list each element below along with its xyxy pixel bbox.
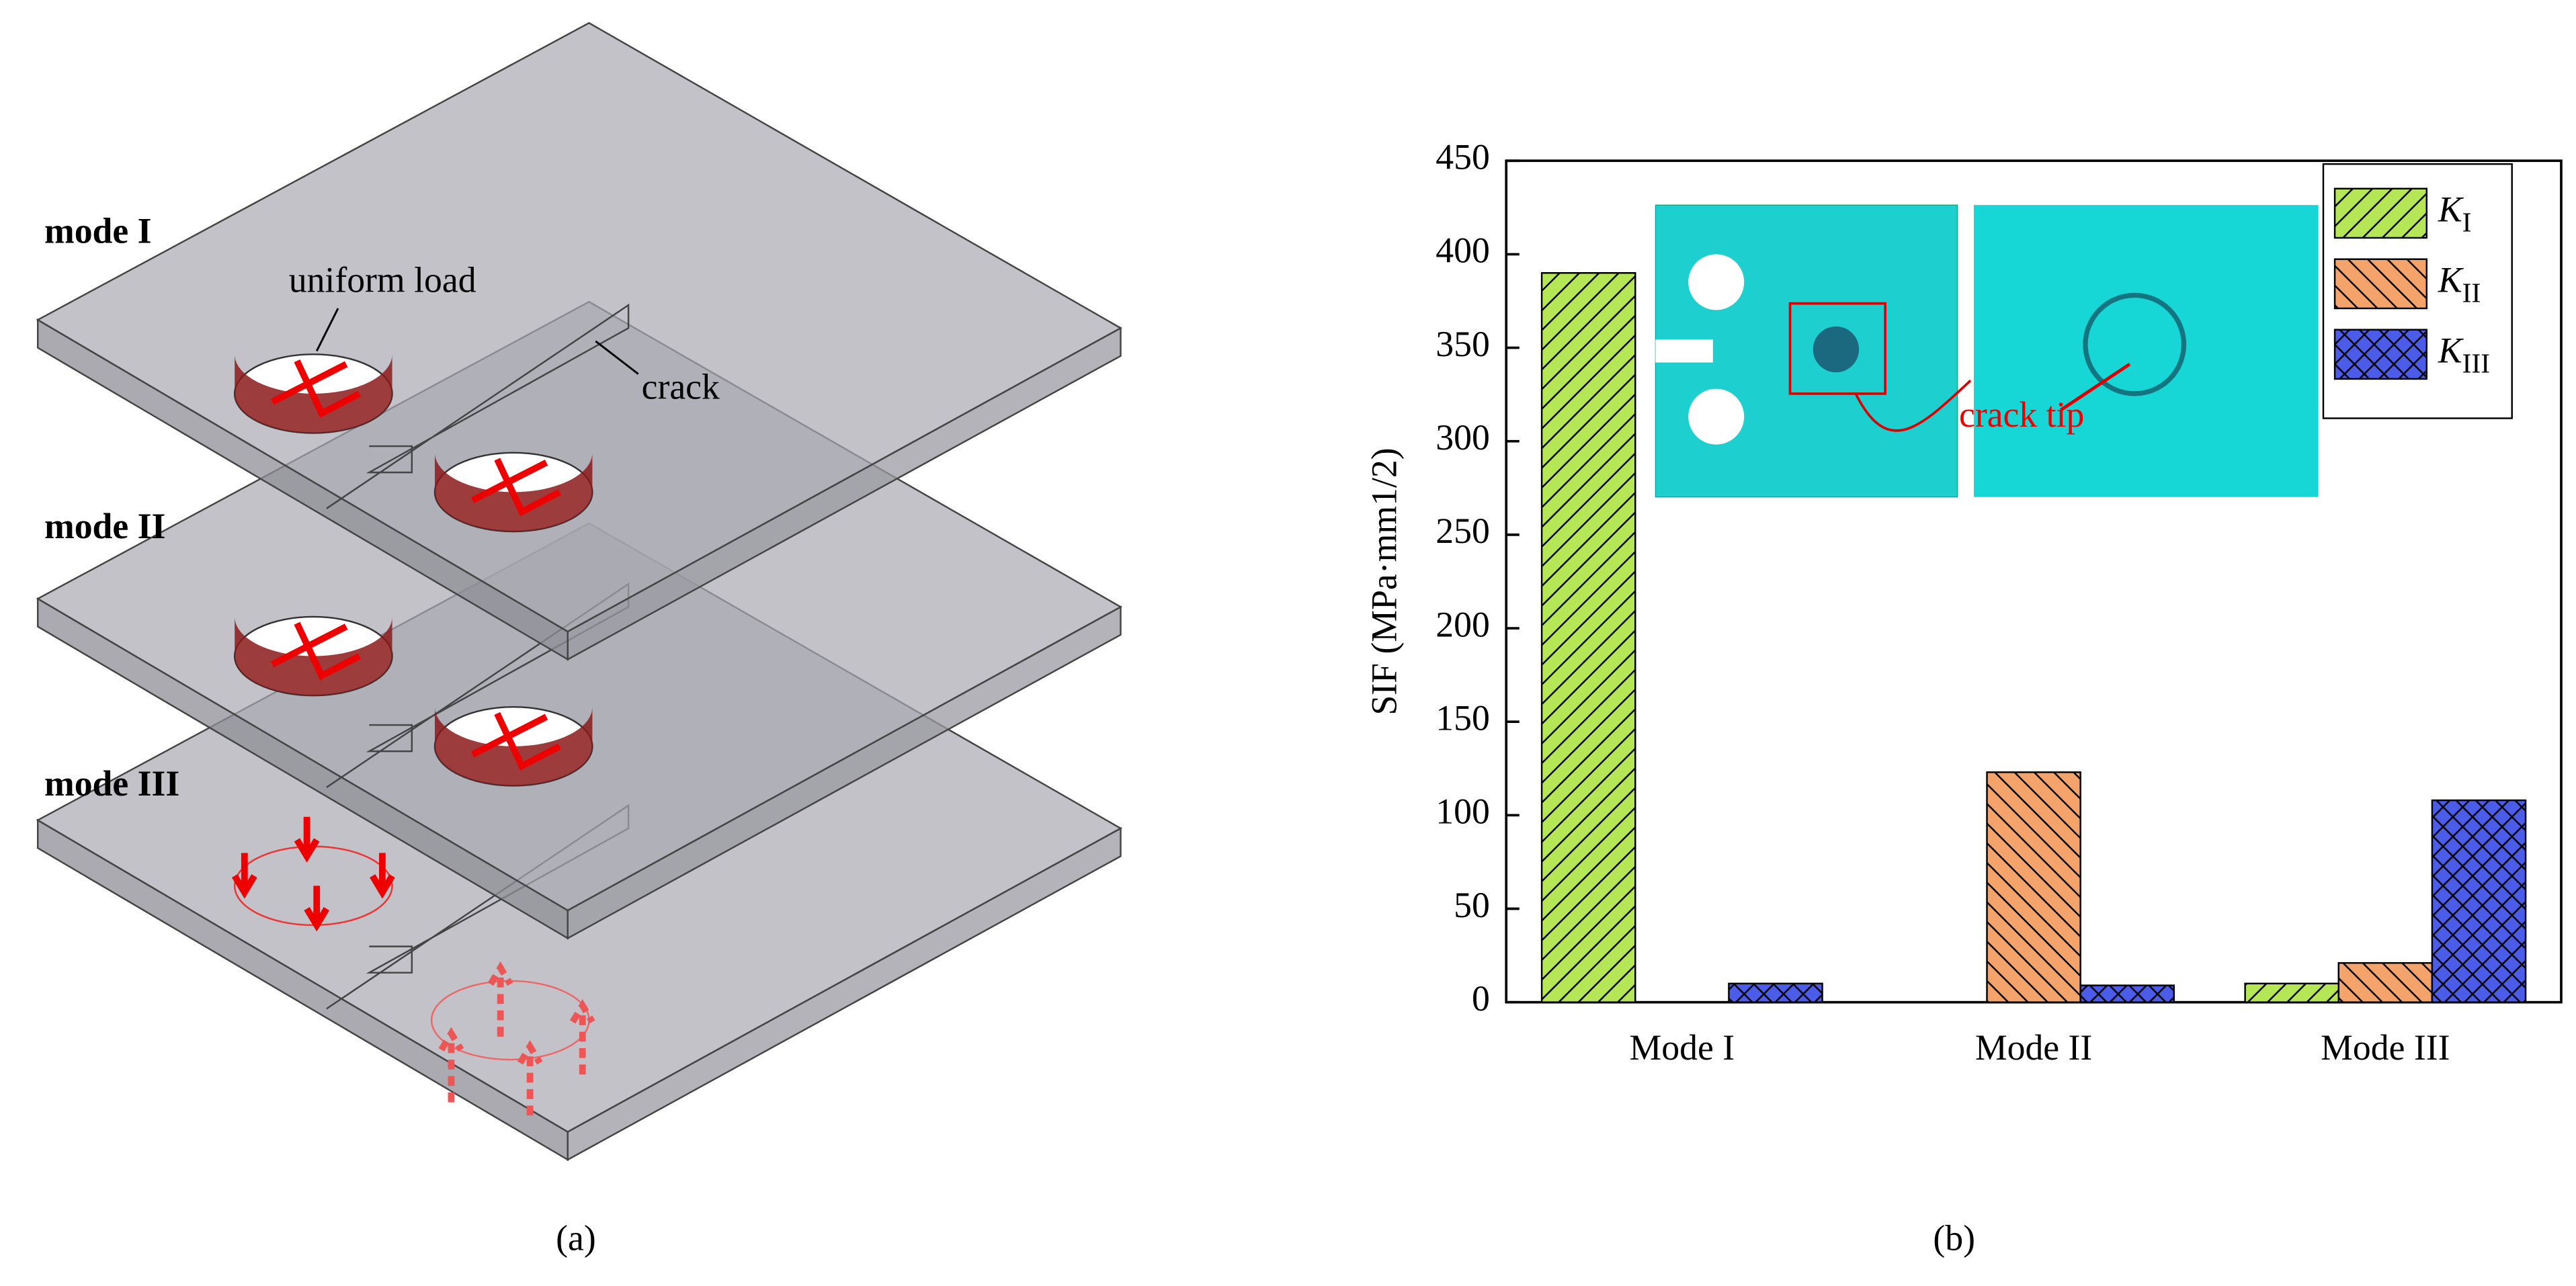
panel-label: (a) xyxy=(556,1217,596,1258)
load-arrow xyxy=(294,816,320,863)
load-arrow xyxy=(517,1040,543,1116)
y-tick-label: 50 xyxy=(1454,885,1490,925)
mode-label: mode I xyxy=(44,210,152,251)
mesh-image xyxy=(1973,205,2319,497)
zoom-box xyxy=(1788,302,1886,395)
bar xyxy=(1728,982,1823,1003)
y-tick-label: 200 xyxy=(1436,604,1490,644)
load-arrow xyxy=(370,853,395,899)
hole xyxy=(1688,254,1745,310)
bar xyxy=(2431,799,2527,1003)
inset: crack tip xyxy=(1655,204,2319,498)
y-tick-label: 350 xyxy=(1436,324,1490,364)
annotation: crack xyxy=(642,366,720,406)
annotation-arrow xyxy=(595,340,639,375)
y-tick-label: 250 xyxy=(1436,511,1490,551)
diagram xyxy=(36,22,1122,1162)
mode-label: mode III xyxy=(44,763,179,804)
bar xyxy=(2337,961,2434,1003)
tip-arrow xyxy=(2060,362,2131,412)
y-tick-label: 0 xyxy=(1472,978,1490,1019)
legend-label: KIII xyxy=(2438,331,2490,378)
x-tick-label: Mode II xyxy=(1975,1027,2092,1068)
mesh-refinement xyxy=(1813,326,1860,373)
load-arrow xyxy=(438,1027,464,1103)
y-tick-label: 300 xyxy=(1436,417,1490,458)
legend-swatch xyxy=(2333,187,2428,239)
annotation: uniform load xyxy=(289,260,476,300)
mode-label: mode II xyxy=(44,506,165,546)
mesh-refinement xyxy=(2083,292,2187,396)
panel-label: (b) xyxy=(1933,1217,1975,1258)
load-arrow xyxy=(470,712,561,771)
crack-slot xyxy=(326,303,630,509)
bar xyxy=(2244,982,2339,1003)
x-tick-label: Mode I xyxy=(1630,1027,1735,1068)
legend-swatch xyxy=(2333,329,2428,380)
plate-top xyxy=(36,22,1122,633)
load-arrow xyxy=(470,458,561,517)
inset-label: crack tip xyxy=(1959,394,2084,435)
bar xyxy=(1986,771,2081,1003)
load-arrow xyxy=(271,359,361,418)
y-tick-label: 150 xyxy=(1436,698,1490,738)
load-arrow xyxy=(569,999,595,1075)
x-tick-label: Mode III xyxy=(2321,1027,2450,1068)
load-arrow xyxy=(304,886,330,932)
zoom-arrow xyxy=(1854,380,1972,432)
load-arrow xyxy=(487,961,513,1037)
legend-label: KII xyxy=(2438,260,2481,308)
y-axis-label: SIF (MPa·mm1/2) xyxy=(1364,447,1405,715)
hole xyxy=(1688,388,1745,445)
annotation-arrow xyxy=(315,308,339,352)
load-arrow xyxy=(271,621,361,681)
y-tick-label: 400 xyxy=(1436,230,1490,271)
load-arrow xyxy=(231,853,257,899)
bar xyxy=(2079,984,2175,1003)
y-tick-label: 450 xyxy=(1436,137,1490,177)
legend-swatch xyxy=(2333,258,2428,310)
bar xyxy=(1540,272,1636,1003)
notch xyxy=(1655,339,1713,363)
legend-label: KI xyxy=(2438,189,2472,237)
y-tick-label: 100 xyxy=(1436,791,1490,832)
